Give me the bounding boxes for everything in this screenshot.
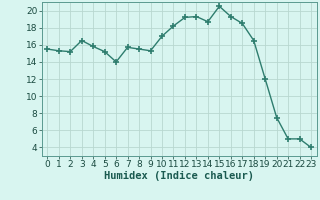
X-axis label: Humidex (Indice chaleur): Humidex (Indice chaleur) [104, 171, 254, 181]
